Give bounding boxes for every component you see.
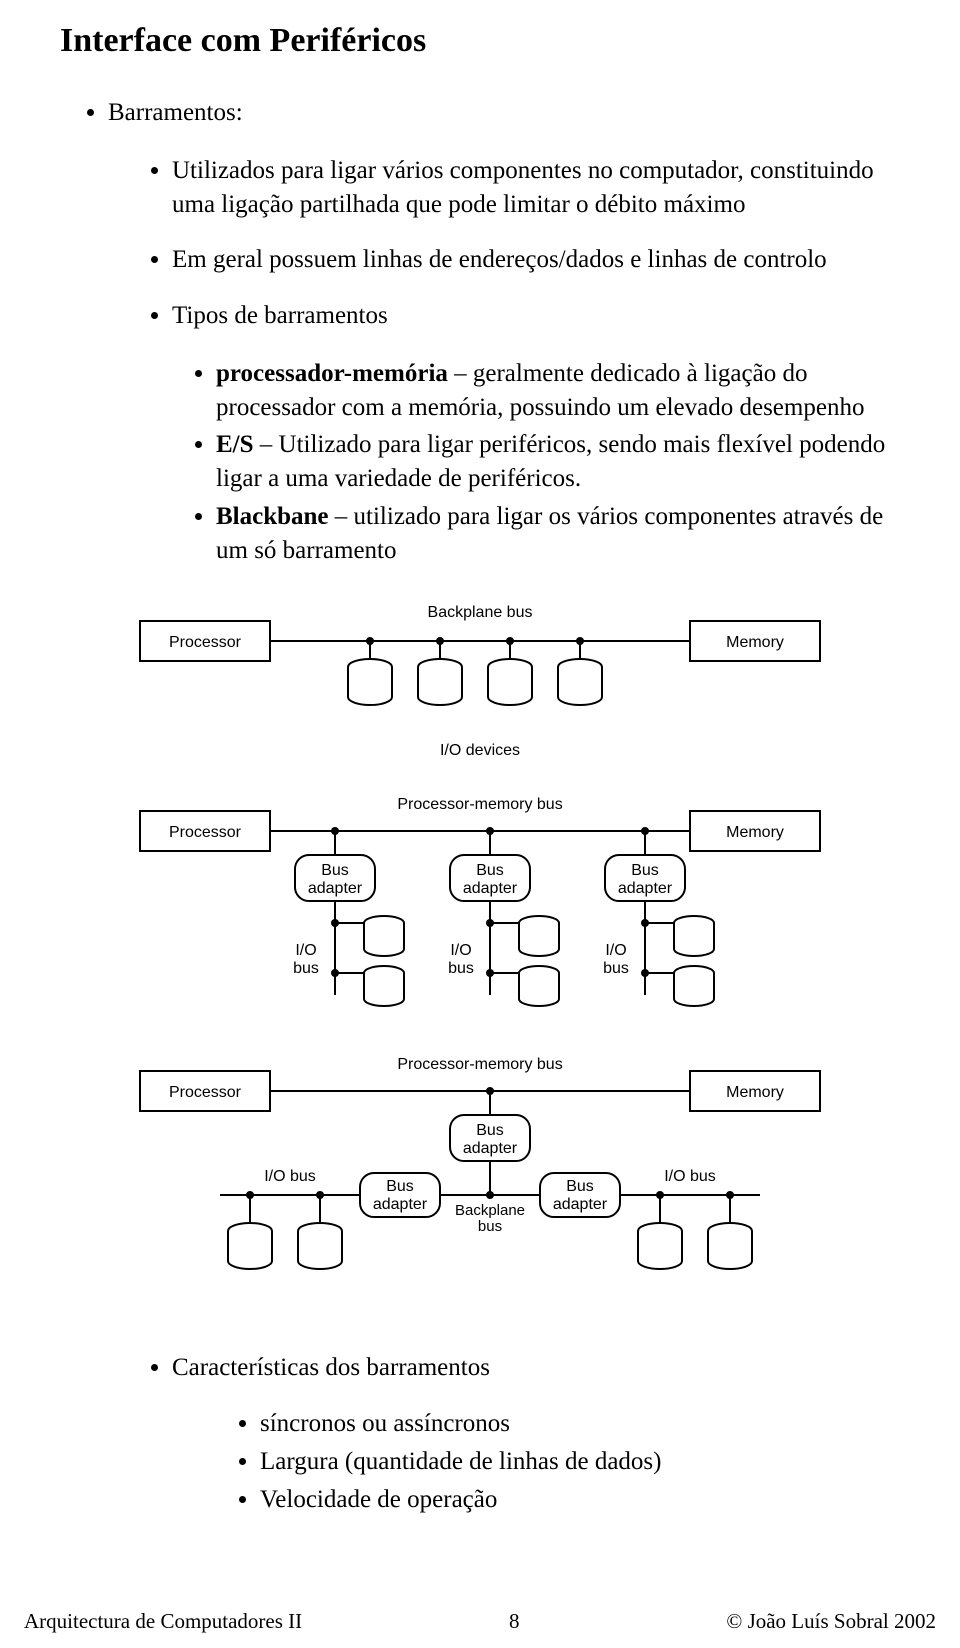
char-item-2: Largura (quantidade de linhas de dados) [260, 1445, 900, 1479]
characteristics-items: síncronos ou assíncronos Largura (quanti… [260, 1407, 900, 1516]
d3-right-iobus-label: I/O bus [664, 1168, 716, 1185]
char-item-1: síncronos ou assíncronos [260, 1407, 900, 1441]
subbullet-procmem-bold: processador-memória [216, 360, 448, 387]
d1-bus-label: Backplane bus [428, 604, 533, 621]
d1-memory-label: Memory [726, 634, 784, 651]
bullet-emgeral: Em geral possuem linhas de endereços/dad… [172, 243, 900, 277]
d3-top-adapter-l2: adapter [463, 1140, 518, 1157]
d3-left-adapter: Bus adapter I/O bus [220, 1168, 440, 1269]
d2-adapter-3-l2: adapter [618, 880, 673, 897]
bus-diagrams: Processor Memory Backplane bus [120, 595, 840, 1315]
d2-iobus-1-l2: bus [293, 960, 319, 977]
d1-iodevices-label: I/O devices [440, 742, 520, 759]
d2-adapter-3-l1: Bus [631, 862, 659, 879]
list-level-2: Utilizados para ligar vários componentes… [172, 154, 900, 568]
diagram-backplane-bridge: Processor Memory Processor-memory bus Bu… [140, 1056, 820, 1269]
characteristics-heading-list: Características dos barramentos [172, 1351, 900, 1385]
d3-backplane-l1: Backplane [455, 1202, 525, 1219]
d1-device-4 [558, 637, 602, 705]
bullet-barramentos: Barramentos: Utilizados para ligar vário… [108, 96, 900, 567]
list-level-1: Barramentos: Utilizados para ligar vário… [108, 96, 900, 567]
bullet-tipos: Tipos de barramentos processador-memória… [172, 299, 900, 567]
subbullet-es: E/S – Utilizado para ligar periféricos, … [216, 428, 900, 496]
d2-processor-label: Processor [169, 824, 242, 841]
d1-processor-label: Processor [169, 634, 242, 651]
footer-right: © João Luís Sobral 2002 [726, 1609, 936, 1634]
d1-devices [348, 637, 602, 705]
d3-processor-label: Processor [169, 1084, 242, 1101]
d2-adapter-1-l2: adapter [308, 880, 363, 897]
d2-adapter-2-l1: Bus [476, 862, 504, 879]
subbullet-blackbane: Blackbane – utilizado para ligar os vári… [216, 500, 900, 568]
subbullet-procmem: processador-memória – geralmente dedicad… [216, 357, 900, 425]
characteristics-section: Características dos barramentos síncrono… [60, 1351, 900, 1516]
d3-left-iobus-label: I/O bus [264, 1168, 316, 1185]
bullet-barramentos-label: Barramentos: [108, 99, 243, 126]
subbullet-blackbane-bold: Blackbane [216, 503, 329, 530]
diagram-backplane: Processor Memory Backplane bus [140, 604, 820, 759]
characteristics-heading: Características dos barramentos [172, 1351, 900, 1385]
d2-iobus-1-l1: I/O [295, 942, 316, 959]
d1-device-2 [418, 637, 462, 705]
d3-backplane-l2: bus [478, 1218, 502, 1235]
d2-iobus-2-l1: I/O [450, 942, 471, 959]
d3-top-adapter-l1: Bus [476, 1122, 504, 1139]
d2-iobus-3-l1: I/O [605, 942, 626, 959]
bullet-tipos-label: Tipos de barramentos [172, 302, 388, 329]
page: Interface com Periféricos Barramentos: U… [0, 0, 960, 1648]
d3-right-adapter-l2: adapter [553, 1196, 608, 1213]
d3-right-adapter-l1: Bus [566, 1178, 594, 1195]
d3-right-adapter: Bus adapter I/O bus [540, 1168, 760, 1269]
footer-center: 8 [509, 1609, 520, 1634]
footer-left: Arquitectura de Computadores II [24, 1609, 302, 1634]
d1-device-3 [488, 637, 532, 705]
d2-bus-label: Processor-memory bus [397, 796, 562, 813]
subbullet-es-bold: E/S [216, 431, 254, 458]
diagram-procmem-adapters: Processor Memory Processor-memory bus Bu… [140, 796, 820, 1006]
bullet-utilizados: Utilizados para ligar vários componentes… [172, 154, 900, 222]
d2-adapter-2-l2: adapter [463, 880, 518, 897]
char-item-3: Velocidade de operação [260, 1483, 900, 1517]
subbullet-es-rest: – Utilizado para ligar periféricos, send… [216, 431, 885, 492]
d2-adapter-1-l1: Bus [321, 862, 349, 879]
page-footer: Arquitectura de Computadores II 8 © João… [0, 1609, 960, 1634]
d3-procmem-label: Processor-memory bus [397, 1056, 562, 1073]
d2-memory-label: Memory [726, 824, 784, 841]
d2-iobus-3-l2: bus [603, 960, 629, 977]
d3-left-adapter-l2: adapter [373, 1196, 428, 1213]
d2-adapter-3: Bus adapter I/O bus [603, 827, 714, 1006]
list-level-3: processador-memória – geralmente dedicad… [216, 357, 900, 568]
page-title: Interface com Periféricos [60, 22, 900, 60]
d3-left-adapter-l1: Bus [386, 1178, 414, 1195]
d3-memory-label: Memory [726, 1084, 784, 1101]
d1-device-1 [348, 637, 392, 705]
d2-adapter-1: Bus adapter I/O bus [293, 827, 404, 1006]
d2-adapter-2: Bus adapter I/O bus [448, 827, 559, 1006]
d2-iobus-2-l2: bus [448, 960, 474, 977]
